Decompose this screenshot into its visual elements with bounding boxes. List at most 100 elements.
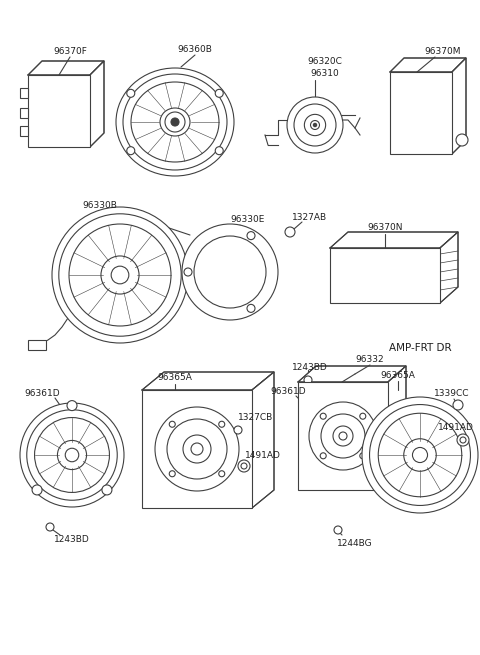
Circle shape xyxy=(167,419,227,479)
Circle shape xyxy=(285,227,295,237)
Ellipse shape xyxy=(123,74,227,170)
Circle shape xyxy=(102,485,112,495)
Text: 1243BD: 1243BD xyxy=(54,536,90,544)
Text: 96332: 96332 xyxy=(356,356,384,364)
Circle shape xyxy=(360,413,366,419)
Circle shape xyxy=(370,405,470,506)
Polygon shape xyxy=(452,58,466,154)
Circle shape xyxy=(320,413,326,419)
Circle shape xyxy=(127,147,135,155)
Ellipse shape xyxy=(131,82,219,162)
Circle shape xyxy=(294,104,336,146)
Circle shape xyxy=(320,453,326,458)
Circle shape xyxy=(215,89,223,98)
Circle shape xyxy=(127,89,135,98)
Text: 96330E: 96330E xyxy=(231,215,265,225)
Text: 1339CC: 1339CC xyxy=(434,388,470,398)
Circle shape xyxy=(35,417,109,493)
Text: AMP-FRT DR: AMP-FRT DR xyxy=(389,343,451,353)
Polygon shape xyxy=(390,58,466,72)
Text: 1491AD: 1491AD xyxy=(438,424,474,432)
Bar xyxy=(20,126,28,136)
Circle shape xyxy=(58,440,86,470)
Bar xyxy=(298,382,388,490)
Circle shape xyxy=(184,268,192,276)
Circle shape xyxy=(247,305,255,312)
Text: 96330B: 96330B xyxy=(83,200,118,210)
Circle shape xyxy=(412,447,428,462)
Circle shape xyxy=(309,402,377,470)
Ellipse shape xyxy=(116,68,234,176)
Circle shape xyxy=(241,463,247,469)
Circle shape xyxy=(69,224,171,326)
Text: 1243BD: 1243BD xyxy=(292,364,328,373)
Polygon shape xyxy=(440,232,458,303)
Circle shape xyxy=(194,236,266,308)
Bar xyxy=(28,75,90,147)
Polygon shape xyxy=(298,366,406,382)
Circle shape xyxy=(404,439,436,471)
Circle shape xyxy=(378,413,462,496)
Text: 96365A: 96365A xyxy=(381,371,415,379)
Text: 1327CB: 1327CB xyxy=(239,413,274,422)
Circle shape xyxy=(360,453,366,458)
Text: 96310: 96310 xyxy=(311,69,339,79)
Polygon shape xyxy=(142,372,274,390)
Circle shape xyxy=(238,460,250,472)
Circle shape xyxy=(313,123,317,126)
Circle shape xyxy=(182,224,278,320)
Circle shape xyxy=(333,426,353,446)
Polygon shape xyxy=(28,61,104,75)
Circle shape xyxy=(169,471,175,477)
Circle shape xyxy=(460,437,466,443)
Polygon shape xyxy=(90,61,104,147)
Circle shape xyxy=(32,485,42,495)
Circle shape xyxy=(304,376,312,384)
Circle shape xyxy=(155,407,239,491)
Circle shape xyxy=(59,214,181,336)
Circle shape xyxy=(183,435,211,463)
Bar xyxy=(20,108,28,118)
Bar xyxy=(28,340,46,350)
Circle shape xyxy=(304,115,325,136)
Circle shape xyxy=(219,421,225,427)
Circle shape xyxy=(456,134,468,146)
Text: 96370M: 96370M xyxy=(425,48,461,56)
Polygon shape xyxy=(388,366,406,490)
Text: 96320C: 96320C xyxy=(308,58,342,67)
Text: 1491AD: 1491AD xyxy=(245,451,281,460)
Text: 96361D: 96361D xyxy=(270,388,306,396)
Circle shape xyxy=(321,414,365,458)
Text: 96360B: 96360B xyxy=(178,45,213,54)
Circle shape xyxy=(247,232,255,240)
Circle shape xyxy=(215,147,223,155)
Circle shape xyxy=(287,97,343,153)
Circle shape xyxy=(52,207,188,343)
Circle shape xyxy=(362,397,478,513)
Circle shape xyxy=(339,432,347,440)
Circle shape xyxy=(311,121,320,130)
Bar xyxy=(330,248,440,303)
Text: 96365A: 96365A xyxy=(157,373,192,383)
Polygon shape xyxy=(330,232,458,248)
Circle shape xyxy=(171,118,179,126)
Circle shape xyxy=(191,443,203,455)
Bar xyxy=(142,390,252,508)
Text: 1327AB: 1327AB xyxy=(292,214,327,223)
Circle shape xyxy=(27,410,117,500)
Circle shape xyxy=(169,421,175,427)
Circle shape xyxy=(20,403,124,507)
Ellipse shape xyxy=(160,108,190,136)
Text: 96361D: 96361D xyxy=(24,388,60,398)
Text: 1244BG: 1244BG xyxy=(337,538,373,548)
Circle shape xyxy=(219,471,225,477)
Polygon shape xyxy=(252,372,274,508)
Text: 96370N: 96370N xyxy=(367,223,403,233)
Circle shape xyxy=(101,256,139,294)
Circle shape xyxy=(453,400,463,410)
Bar xyxy=(390,72,452,154)
Circle shape xyxy=(46,523,54,531)
Circle shape xyxy=(65,448,79,462)
Circle shape xyxy=(457,434,469,446)
Circle shape xyxy=(67,401,77,411)
